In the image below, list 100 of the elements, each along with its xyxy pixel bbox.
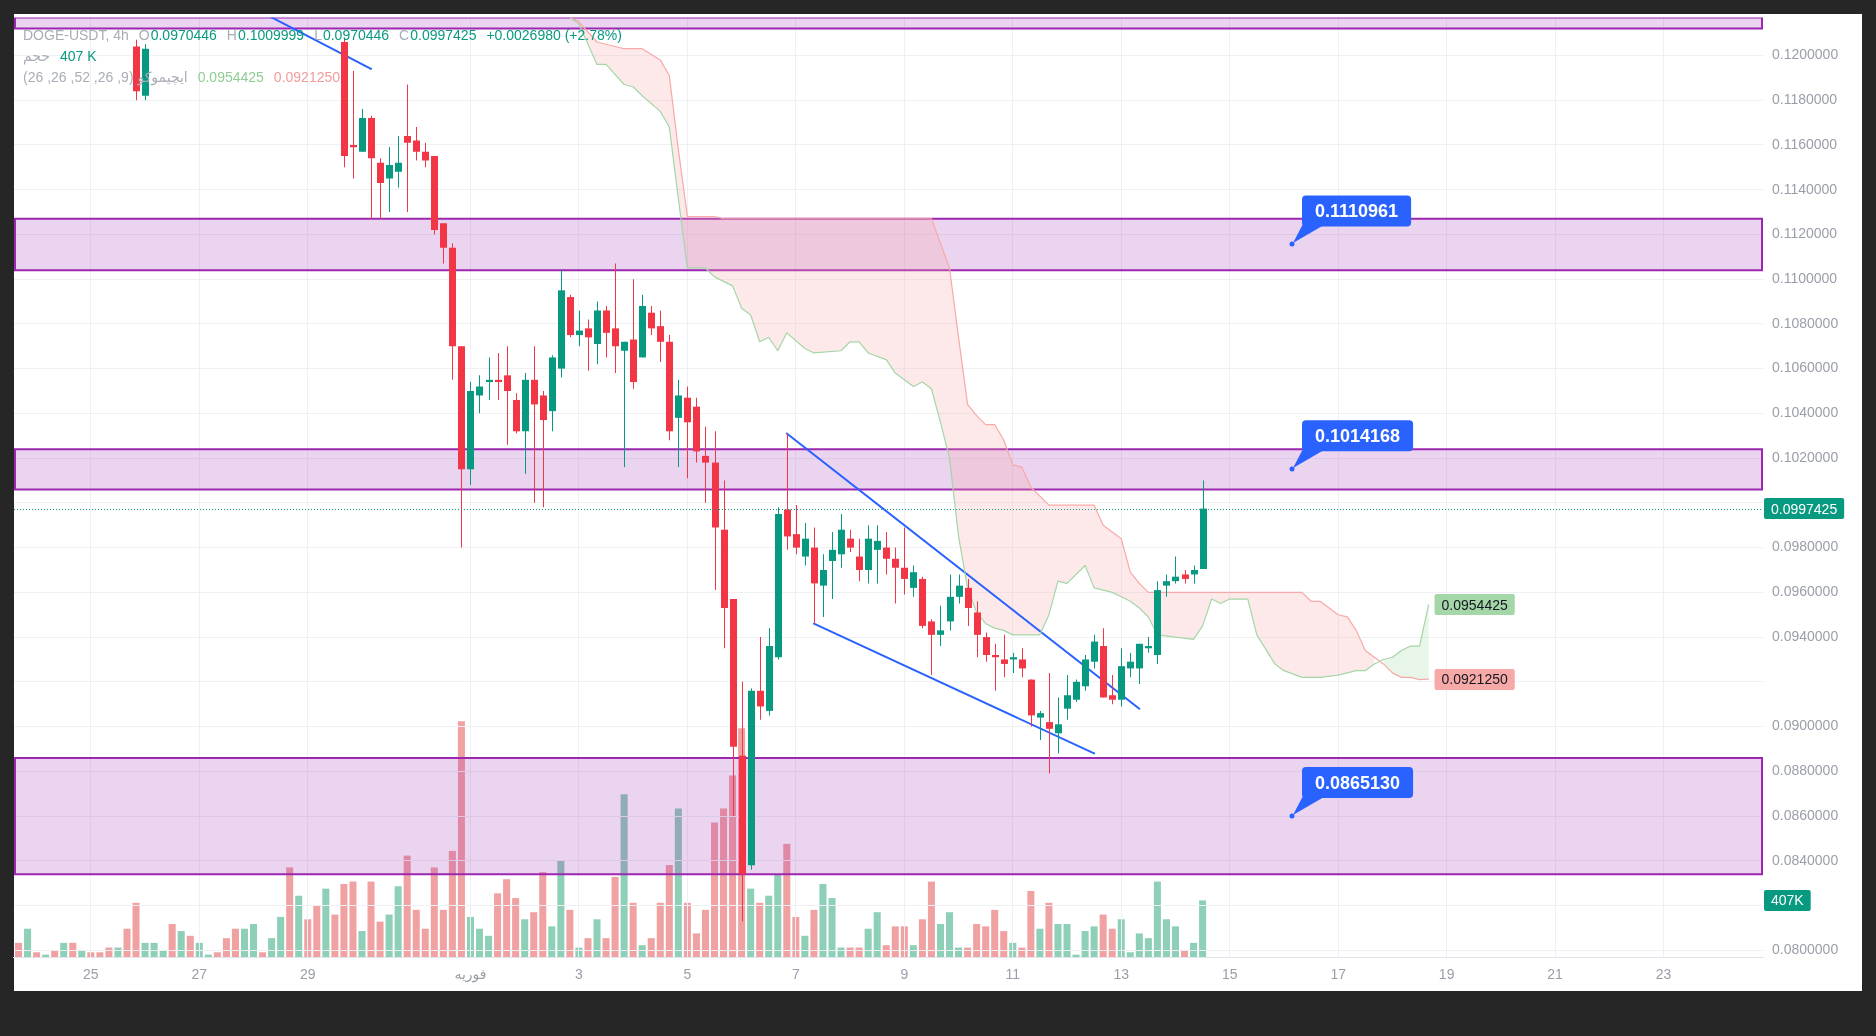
y-tick-label: 0.0940000 [1772, 627, 1839, 644]
bar [982, 926, 990, 957]
annotation: 0.1009999 [237, 26, 305, 43]
bar [421, 928, 429, 957]
y-tick-label: 0.1020000 [1772, 448, 1839, 465]
x-tick-label: 7 [791, 966, 800, 983]
bar [494, 893, 502, 957]
annotation: 407 K [60, 47, 98, 64]
bar [828, 898, 836, 957]
y-tick-label: 0.0840000 [1772, 851, 1839, 868]
bar [638, 945, 646, 957]
bar [548, 926, 556, 957]
bar [349, 881, 357, 957]
bar [973, 924, 981, 957]
annotation: 0.0970446 [322, 26, 390, 43]
y-tick-label: 0.0800000 [1772, 941, 1839, 958]
annotation: C [399, 26, 410, 43]
bar [222, 938, 230, 957]
data-label: 0.0921250 [1441, 670, 1508, 687]
y-tick-label: 0.1080000 [1772, 314, 1839, 331]
bar [512, 898, 520, 957]
x-tick-label: 13 [1113, 966, 1130, 983]
bar [991, 909, 999, 957]
annotation: DOGE-USDT, 4h [23, 26, 129, 43]
bar [1199, 900, 1207, 957]
band-label: 0.0865130 [1315, 772, 1401, 793]
y-tick-label: 0.0960000 [1772, 583, 1839, 600]
bar [530, 912, 538, 957]
annotation: +0.0026980 (+2.78%) [486, 26, 622, 43]
bar [1045, 902, 1053, 957]
bar [322, 888, 330, 957]
bar [774, 874, 782, 957]
bar [376, 921, 384, 957]
bar [1036, 928, 1044, 957]
bar [819, 883, 827, 957]
bar [250, 924, 258, 957]
annotation: 0.0997425 [410, 26, 477, 43]
annotation: 0.0954425 [197, 68, 265, 85]
bar [918, 919, 926, 957]
bar [765, 895, 773, 957]
bar [602, 938, 610, 957]
bar [665, 865, 673, 957]
bar [810, 909, 818, 957]
bar [439, 909, 447, 957]
y-tick-label: 0.0860000 [1772, 806, 1839, 823]
bar [331, 914, 339, 957]
bar [96, 952, 104, 957]
bar [24, 928, 32, 957]
bar [1108, 928, 1116, 957]
data-label: 0.0954425 [1441, 596, 1508, 613]
bar [277, 916, 285, 957]
bar [213, 952, 221, 957]
bar [286, 867, 294, 957]
bar [1126, 952, 1134, 957]
bar [945, 912, 954, 957]
bar [1144, 938, 1152, 957]
bar [485, 935, 493, 957]
bar [1190, 942, 1198, 957]
bar [177, 931, 185, 957]
bar [14, 942, 23, 957]
band-label: 0.1110961 [1315, 200, 1399, 221]
bar [259, 952, 267, 957]
band-label: 0.1014168 [1315, 425, 1401, 446]
bar [430, 867, 438, 957]
bar [358, 931, 366, 957]
bar [448, 850, 456, 957]
x-tick-label: 25 [83, 966, 99, 983]
bar [394, 886, 402, 957]
annotation: H [226, 26, 237, 43]
bar [1027, 890, 1035, 957]
bar [186, 935, 194, 957]
y-tick-label: 0.1120000 [1772, 225, 1838, 242]
bar [909, 945, 917, 957]
bar [701, 909, 709, 957]
annotation: L [314, 26, 323, 43]
bar [150, 942, 158, 957]
bar [240, 928, 249, 957]
y-tick-label: 0.1200000 [1772, 46, 1839, 63]
y-tick-label: 0.1160000 [1772, 135, 1838, 152]
bar [141, 942, 149, 957]
y-tick-label: 0.0980000 [1772, 538, 1839, 555]
annotation: 0.0970446 [150, 26, 218, 43]
bar [457, 721, 465, 957]
bar [674, 808, 682, 957]
y-tick-label: 0.1060000 [1772, 359, 1839, 376]
bar [783, 843, 791, 957]
x-tick-label: 9 [900, 966, 909, 983]
y-tick-label: 0.0900000 [1772, 717, 1839, 734]
bar [656, 902, 664, 957]
bar [313, 905, 321, 957]
bar [1081, 931, 1089, 957]
bar [593, 919, 601, 957]
y-tick-label: 0.1040000 [1772, 404, 1839, 421]
bar [268, 938, 276, 957]
bar [503, 879, 511, 957]
bar [936, 924, 944, 957]
bar [1162, 919, 1170, 957]
bar [412, 909, 420, 957]
bar [231, 928, 239, 957]
bar [1171, 926, 1180, 957]
